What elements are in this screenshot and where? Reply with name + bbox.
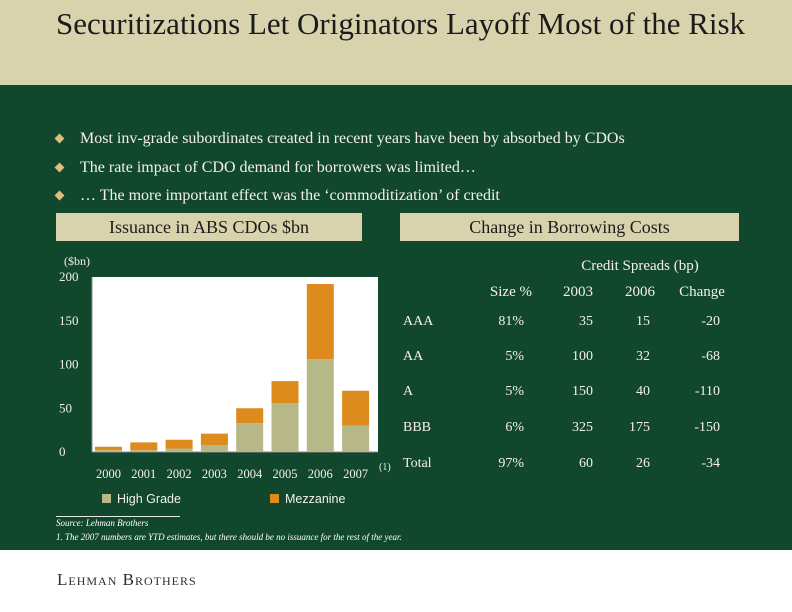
row-label: A xyxy=(403,384,414,399)
bar-high-grade-2003 xyxy=(200,445,228,452)
chart-grid xyxy=(91,277,378,453)
cell-2003: 35 xyxy=(579,314,593,329)
y-tick-label: 50 xyxy=(59,400,72,415)
cell-size: 5% xyxy=(505,384,524,399)
bar-high-grade-2007 xyxy=(342,425,370,452)
cell-2006: 26 xyxy=(636,456,650,471)
x-tick-label: 2006 xyxy=(308,467,333,481)
cell-2003: 150 xyxy=(572,384,593,399)
spreads-group-header: Credit Spreads (bp) xyxy=(581,258,699,274)
cell-size: 6% xyxy=(505,420,524,435)
x-tick-label: 2003 xyxy=(202,467,227,481)
bullet-text: The rate impact of CDO demand for borrow… xyxy=(80,159,476,176)
x-tick-label: 2005 xyxy=(273,467,298,481)
legend-label: Mezzanine xyxy=(285,492,345,506)
cell-change: -20 xyxy=(701,314,720,329)
bar-mezzanine-2001 xyxy=(130,442,158,451)
bar-mezzanine-2003 xyxy=(200,433,228,445)
cell-2006: 175 xyxy=(629,420,650,435)
x-tick-label: 2001 xyxy=(131,467,156,481)
plot-area xyxy=(92,277,378,452)
bar-high-grade-2002 xyxy=(165,448,193,452)
bar-high-grade-2001 xyxy=(130,450,158,452)
x-tick-label: 2000 xyxy=(96,467,121,481)
chart-labels: 200 150 100 50 0 ($bn) 2000 2001 2002 2003 2004 200… xyxy=(59,254,391,506)
right-panel-title: Change in Borrowing Costs xyxy=(469,217,670,237)
cell-2006: 15 xyxy=(636,314,650,329)
row-label: Total xyxy=(403,456,432,471)
cell-2003: 60 xyxy=(579,456,593,471)
bar-mezzanine-2004 xyxy=(236,408,264,424)
lehman-brothers-logo: Lehman Brothers xyxy=(57,570,197,589)
cell-change: -34 xyxy=(701,456,720,471)
cell-size: 97% xyxy=(498,456,524,471)
bar-mezzanine-2007 xyxy=(342,390,370,426)
cell-change: -110 xyxy=(694,384,720,399)
bar-high-grade-2004 xyxy=(236,423,264,452)
bar-mezzanine-2006 xyxy=(306,284,334,360)
cell-size: 5% xyxy=(505,349,524,364)
y-tick-label: 0 xyxy=(59,444,66,459)
y-tick-label: 200 xyxy=(59,269,79,284)
source-divider xyxy=(56,516,180,517)
bullet-text: Most inv-grade subordinates created in r… xyxy=(80,130,625,147)
cell-2006: 32 xyxy=(636,349,650,364)
cell-2003: 325 xyxy=(572,420,593,435)
title-bar: Securitizations Let Originators Layoff M… xyxy=(0,0,792,85)
row-label: AA xyxy=(403,349,424,364)
x-tick-label: 2002 xyxy=(167,467,192,481)
col-header-2006: 2006 xyxy=(625,284,655,300)
legend-swatch xyxy=(270,494,279,503)
bar-mezzanine-2000 xyxy=(95,446,122,451)
cell-change: -68 xyxy=(701,349,720,364)
x-tick-label: 2004 xyxy=(237,467,263,481)
legend-swatch xyxy=(102,494,111,503)
x-tick-label: 2007 xyxy=(343,467,368,481)
cell-size: 81% xyxy=(498,314,524,329)
row-label: BBB xyxy=(403,420,432,435)
bar-high-grade-2000 xyxy=(95,450,122,452)
bar-mezzanine-2005 xyxy=(271,381,299,403)
cell-2006: 40 xyxy=(636,384,650,399)
chart-bars xyxy=(95,284,370,452)
bar-high-grade-2005 xyxy=(271,403,299,452)
y-tick-label: 150 xyxy=(59,313,79,328)
source-note: Source: Lehman Brothers xyxy=(56,518,149,528)
category-footnote-marker: (1) xyxy=(379,462,391,473)
y-tick-label: 100 xyxy=(59,357,79,372)
left-panel-title: Issuance in ABS CDOs $bn xyxy=(108,217,309,237)
left-panel-header: Issuance in ABS CDOs $bn xyxy=(56,213,362,241)
legend-label: High Grade xyxy=(117,492,181,506)
y-axis-label: ($bn) xyxy=(64,254,90,268)
cell-change: -150 xyxy=(694,420,720,435)
col-header-2003: 2003 xyxy=(563,284,593,300)
footnote: 1. The 2007 numbers are YTD estimates, b… xyxy=(56,532,402,542)
bar-high-grade-2006 xyxy=(306,359,334,452)
bar-mezzanine-2002 xyxy=(165,439,193,449)
cell-2003: 100 xyxy=(572,349,593,364)
row-label: AAA xyxy=(403,314,434,329)
bullet-text: … The more important effect was the ‘com… xyxy=(80,187,500,204)
right-panel-header: Change in Borrowing Costs xyxy=(400,213,739,241)
col-header-size: Size % xyxy=(489,284,532,300)
col-header-change: Change xyxy=(679,284,725,300)
page-title: Securitizations Let Originators Layoff M… xyxy=(56,6,746,41)
